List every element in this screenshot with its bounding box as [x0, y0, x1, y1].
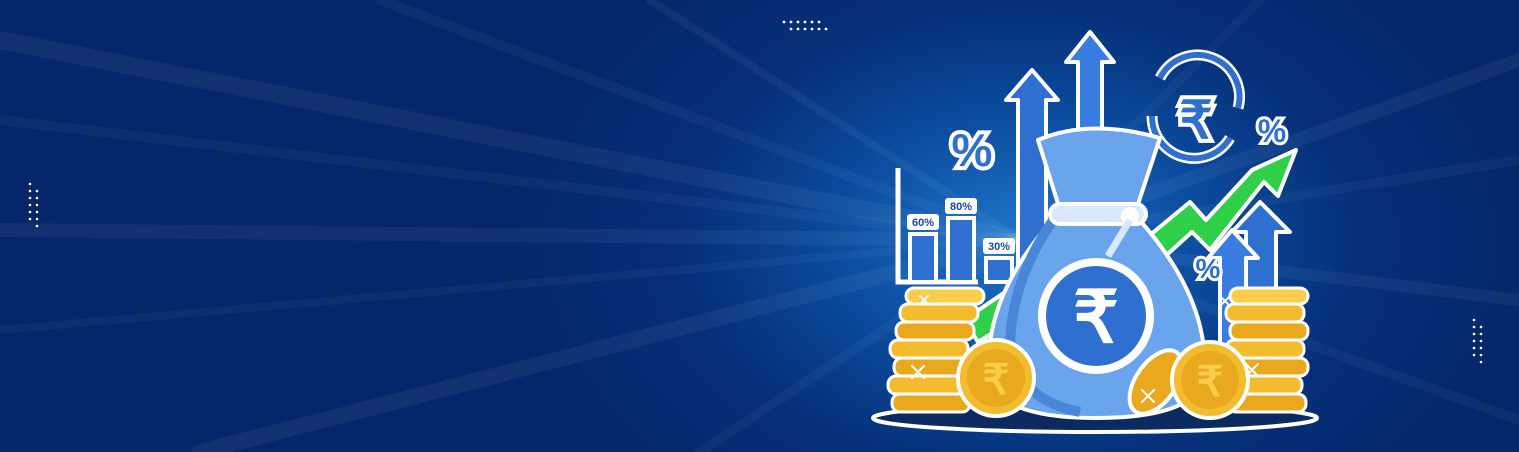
mini-bar-chart: 60% 80% 30% [895, 168, 1015, 285]
percent-icon-outline: % [952, 124, 993, 176]
percent-icon: % [1258, 113, 1286, 149]
rupee-coin-icon: ₹ [1170, 340, 1250, 420]
percent-icon-outline: % [1196, 253, 1221, 284]
sparkle-icons [911, 295, 1259, 403]
bar-30 [984, 256, 1014, 284]
rupee-symbol: ₹ [983, 356, 1010, 403]
rupee-symbol: ₹ [1179, 92, 1212, 150]
bar-label: 60% [912, 217, 934, 229]
bar-label-bg [907, 214, 939, 230]
coin-stack-left [886, 286, 986, 414]
percent-icon: % [952, 124, 993, 176]
bar-label-bg [945, 198, 977, 214]
rupee-symbol: ₹ [1073, 278, 1119, 358]
rupee-symbol: ₹ [1197, 358, 1224, 405]
bar-label: 80% [950, 201, 972, 213]
finance-illustration: 60% 80% 30% % % % % % % ₹ ₹ [871, 30, 1319, 434]
dot-grid-left [28, 182, 39, 228]
percent-icon: % [1196, 253, 1221, 284]
dot-grid-top [782, 20, 828, 31]
bar-60 [908, 232, 938, 284]
percent-icon-outline: % [1258, 113, 1286, 149]
dot-grid-right [1472, 318, 1483, 364]
rupee-symbol-outline: ₹ [1179, 92, 1212, 150]
rupee-coin-icon: ₹ [956, 338, 1036, 418]
money-bag-icon: ₹ [986, 126, 1207, 420]
bar-label: 30% [988, 241, 1010, 253]
bar-80 [946, 216, 976, 284]
bar-label-bg [983, 238, 1015, 254]
currency-exchange-icon: ₹ ₹ [1146, 49, 1245, 164]
